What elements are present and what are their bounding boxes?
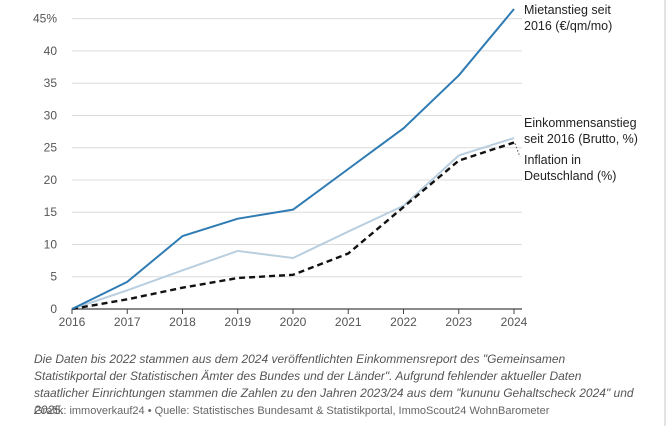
x-tick-label: 2016 — [59, 315, 86, 329]
y-axis-ticks: 0 5 10 15 20 25 30 35 40 45% — [33, 12, 57, 316]
y-tick-label: 40 — [44, 44, 58, 58]
y-tick-label: 30 — [44, 108, 58, 122]
y-tick-label: 0 — [50, 302, 57, 316]
series-line-2 — [71, 141, 515, 311]
y-tick-label: 5 — [50, 270, 57, 284]
x-tick-label: 2019 — [224, 315, 251, 329]
x-tick-label: 2018 — [169, 315, 196, 329]
series-label-1: Einkommensanstieg seit 2016 (Brutto, %) — [524, 116, 638, 146]
series-label-line: seit 2016 (Brutto, %) — [524, 132, 638, 146]
y-tick-label: 15 — [44, 205, 58, 219]
y-tick-label: 20 — [44, 173, 58, 187]
x-tick-label: 2020 — [280, 315, 307, 329]
y-tick-label: 45% — [33, 12, 57, 26]
inflation-leader-line — [514, 143, 521, 158]
series-label-2: Inflation in Deutschland (%) — [524, 153, 616, 183]
series-labels: Mietanstieg seit 2016 (€/qm/mo) Einkommens… — [514, 3, 638, 183]
series-line-0 — [71, 8, 515, 310]
x-tick-label: 2022 — [390, 315, 417, 329]
series-label-line: Einkommensanstieg — [524, 116, 637, 130]
x-tick-label: 2021 — [335, 315, 362, 329]
x-tick-label: 2024 — [501, 315, 528, 329]
series-label-line: Mietanstieg seit — [524, 3, 611, 17]
line-chart: 0 5 10 15 20 25 30 35 40 45% 2016 2017 2018 2019 2020… — [33, 3, 638, 329]
x-tick-label: 2023 — [445, 315, 472, 329]
series-line-1 — [71, 137, 515, 310]
series-label-0: Mietanstieg seit 2016 (€/qm/mo) — [524, 3, 612, 33]
series-lines — [71, 8, 515, 311]
series-label-line: Inflation in — [524, 153, 581, 167]
y-tick-label: 35 — [44, 76, 58, 90]
x-tick-label: 2017 — [114, 315, 141, 329]
x-axis-ticks: 2016 2017 2018 2019 2020 2021 2022 2023 2024 — [59, 309, 528, 329]
y-tick-label: 10 — [44, 237, 58, 251]
grid-lines — [72, 18, 522, 310]
series-label-line: 2016 (€/qm/mo) — [524, 19, 612, 33]
source-credit: Grafik: immoverkauf24 • Quelle: Statisti… — [34, 405, 550, 417]
frame-edge — [664, 0, 666, 426]
y-tick-label: 25 — [44, 141, 58, 155]
footnote: Die Daten bis 2022 stammen aus dem 2024 … — [34, 352, 634, 417]
series-label-line: Deutschland (%) — [524, 169, 616, 183]
